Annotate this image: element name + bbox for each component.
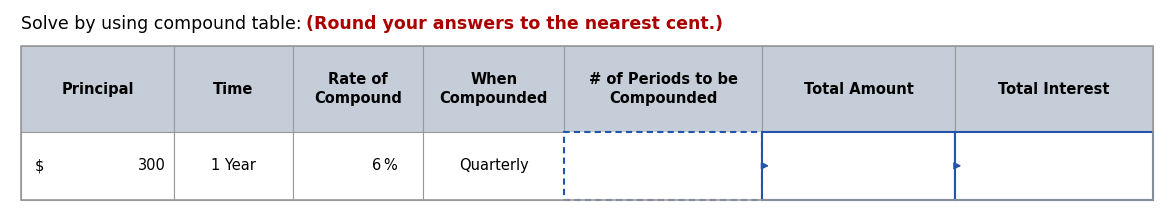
Text: Solve by using compound table:: Solve by using compound table: xyxy=(21,15,308,33)
Bar xyxy=(423,46,565,132)
Text: Total Amount: Total Amount xyxy=(804,82,913,97)
Text: $: $ xyxy=(35,158,45,173)
Text: %: % xyxy=(384,158,397,173)
Bar xyxy=(174,46,292,132)
Bar xyxy=(292,46,423,132)
Bar xyxy=(954,46,1153,132)
Bar xyxy=(292,132,423,200)
Bar xyxy=(423,132,565,200)
Bar xyxy=(954,132,1153,200)
Text: 300: 300 xyxy=(137,158,166,173)
Text: Time: Time xyxy=(214,82,254,97)
Bar xyxy=(174,132,292,200)
Bar xyxy=(762,46,954,132)
Bar xyxy=(565,46,762,132)
Text: # of Periods to be
Compounded: # of Periods to be Compounded xyxy=(589,72,738,106)
Text: (Round your answers to the nearest cent.): (Round your answers to the nearest cent.… xyxy=(306,15,723,33)
Bar xyxy=(21,46,174,132)
Bar xyxy=(21,46,1153,200)
Bar xyxy=(565,132,762,200)
Text: Principal: Principal xyxy=(61,82,134,97)
Text: 1 Year: 1 Year xyxy=(211,158,256,173)
Bar xyxy=(21,132,174,200)
Text: Rate of
Compound: Rate of Compound xyxy=(313,72,402,106)
Text: When
Compounded: When Compounded xyxy=(439,72,548,106)
Text: 6: 6 xyxy=(372,158,382,173)
Text: Total Interest: Total Interest xyxy=(998,82,1109,97)
Text: Quarterly: Quarterly xyxy=(459,158,528,173)
Bar xyxy=(762,132,954,200)
Bar xyxy=(565,132,762,200)
